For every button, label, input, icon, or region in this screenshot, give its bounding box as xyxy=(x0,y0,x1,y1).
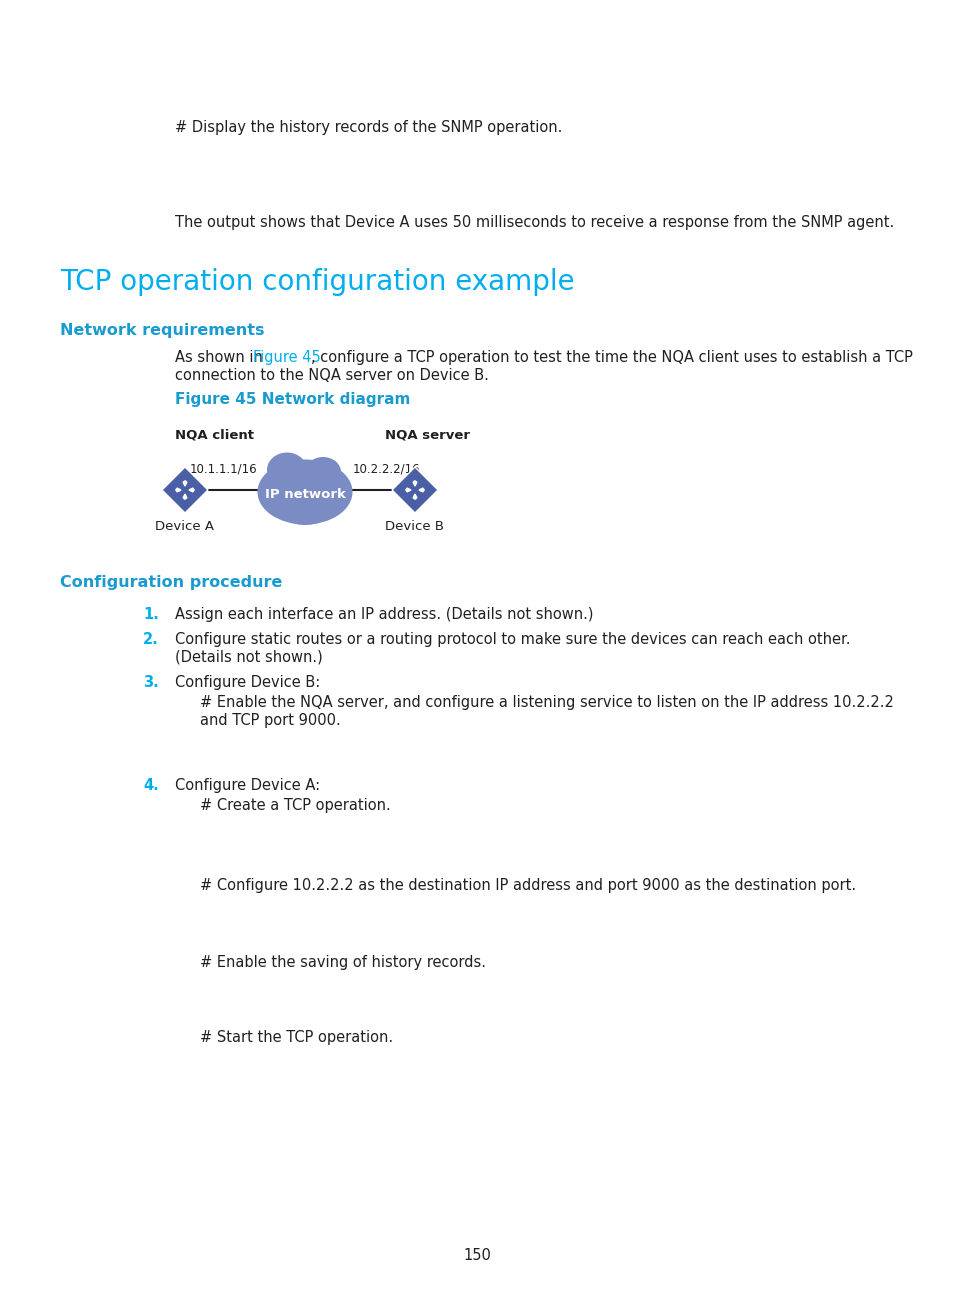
Ellipse shape xyxy=(280,495,330,525)
Text: 4.: 4. xyxy=(143,778,158,793)
Text: Device B: Device B xyxy=(385,520,444,533)
Text: Configure static routes or a routing protocol to make sure the devices can reach: Configure static routes or a routing pro… xyxy=(174,632,850,647)
Text: # Start the TCP operation.: # Start the TCP operation. xyxy=(200,1030,393,1045)
FancyArrow shape xyxy=(183,481,187,486)
Text: 10.1.1.1/16: 10.1.1.1/16 xyxy=(190,463,257,476)
Text: Figure 45 Network diagram: Figure 45 Network diagram xyxy=(174,391,410,407)
Text: NQA client: NQA client xyxy=(174,428,253,441)
Text: As shown in: As shown in xyxy=(174,350,267,365)
Text: IP network: IP network xyxy=(264,489,345,502)
FancyArrow shape xyxy=(418,489,423,492)
FancyArrow shape xyxy=(413,481,416,486)
Text: 2.: 2. xyxy=(143,632,158,647)
Text: connection to the NQA server on Device B.: connection to the NQA server on Device B… xyxy=(174,368,488,384)
Text: 3.: 3. xyxy=(143,675,158,689)
Text: # Enable the NQA server, and configure a listening service to listen on the IP a: # Enable the NQA server, and configure a… xyxy=(200,695,893,710)
Text: # Create a TCP operation.: # Create a TCP operation. xyxy=(200,798,391,813)
Text: NQA server: NQA server xyxy=(385,428,470,441)
Text: Device A: Device A xyxy=(155,520,214,533)
FancyArrow shape xyxy=(413,494,416,499)
FancyArrow shape xyxy=(183,494,187,499)
Text: , configure a TCP operation to test the time the NQA client uses to establish a : , configure a TCP operation to test the … xyxy=(311,350,912,365)
Text: # Enable the saving of history records.: # Enable the saving of history records. xyxy=(200,955,485,969)
Text: TCP operation configuration example: TCP operation configuration example xyxy=(60,268,574,295)
Text: Configure Device B:: Configure Device B: xyxy=(174,675,320,689)
Text: 150: 150 xyxy=(462,1248,491,1264)
Text: The output shows that Device A uses 50 milliseconds to receive a response from t: The output shows that Device A uses 50 m… xyxy=(174,215,893,229)
FancyArrow shape xyxy=(406,489,411,492)
Text: 10.2.2.2/16: 10.2.2.2/16 xyxy=(353,463,420,476)
Ellipse shape xyxy=(257,460,352,525)
Text: Assign each interface an IP address. (Details not shown.): Assign each interface an IP address. (De… xyxy=(174,607,593,622)
Text: # Configure 10.2.2.2 as the destination IP address and port 9000 as the destinat: # Configure 10.2.2.2 as the destination … xyxy=(200,877,855,893)
Text: # Display the history records of the SNMP operation.: # Display the history records of the SNM… xyxy=(174,121,561,135)
FancyArrow shape xyxy=(189,489,193,492)
Text: Figure 45: Figure 45 xyxy=(253,350,320,365)
Ellipse shape xyxy=(267,452,307,487)
Ellipse shape xyxy=(305,457,340,487)
Text: 1.: 1. xyxy=(143,607,159,622)
Polygon shape xyxy=(162,467,208,513)
Text: (Details not shown.): (Details not shown.) xyxy=(174,651,322,665)
Text: Network requirements: Network requirements xyxy=(60,323,264,338)
Text: Configure Device A:: Configure Device A: xyxy=(174,778,320,793)
Text: Configuration procedure: Configuration procedure xyxy=(60,575,282,590)
Polygon shape xyxy=(392,467,437,513)
Text: and TCP port 9000.: and TCP port 9000. xyxy=(200,713,340,728)
FancyArrow shape xyxy=(175,489,181,492)
